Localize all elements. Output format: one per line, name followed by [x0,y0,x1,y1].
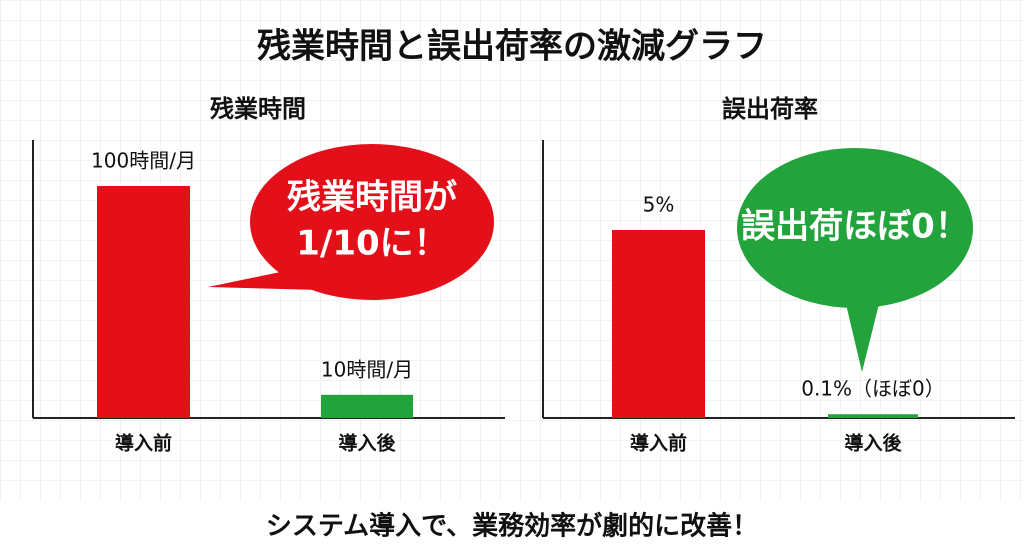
page-title: 残業時間と誤出荷率の激減グラフ [257,27,767,67]
callout-text: 残業時間が [287,178,457,218]
value-label: 100時間/月 [91,149,196,173]
callout-tail [845,300,880,372]
callout-text: 誤出荷ほぼ0！ [741,207,969,247]
footer-band [0,500,1024,559]
callout-bubble [737,148,973,308]
bar [97,186,190,418]
value-label: 0.1%（ほぼ0） [801,377,945,401]
callout-bubble [250,144,494,300]
x-tick-label: 導入前 [630,432,687,455]
x-tick-label: 導入前 [115,432,172,455]
x-tick-label: 導入後 [338,432,396,455]
x-tick-label: 導入後 [844,432,902,455]
chart-title: 残業時間 [210,95,306,123]
caption: システム導入で、業務効率が劇的に改善！ [266,511,758,542]
bar [321,394,413,418]
value-label: 5% [643,193,675,217]
bar [612,230,705,418]
callout-text: 1/10に！ [296,224,447,264]
value-label: 10時間/月 [321,357,413,381]
bar [828,414,918,418]
chart-title: 誤出荷率 [722,95,818,123]
